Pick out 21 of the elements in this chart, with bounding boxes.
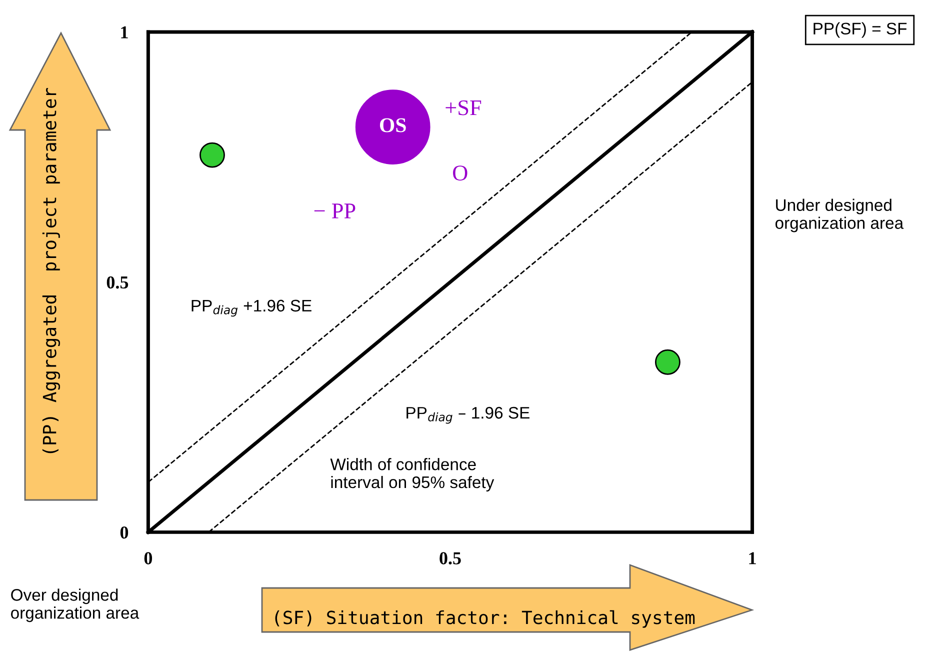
annotation: Width of confidence interval on 95% safety xyxy=(330,458,494,492)
annotation: O xyxy=(453,166,468,181)
series-label: OS xyxy=(380,118,406,132)
y-tick-label: 0 xyxy=(120,526,128,539)
point xyxy=(200,142,225,168)
y-tick-label: 0.5 xyxy=(106,276,128,289)
annotation: PP$_{diag}$ +1.96 SE xyxy=(192,300,312,317)
x-tick-label: 0 xyxy=(144,552,152,564)
x-tick-label: 0.5 xyxy=(440,552,461,564)
y-tick-label: 1 xyxy=(121,26,128,38)
y-axis-title: (PP) Aggregated project parameter xyxy=(42,88,60,454)
x-tick-label: 1 xyxy=(749,552,756,564)
text: Over designed organization area xyxy=(11,588,140,622)
text: PP(SF) = SF xyxy=(814,22,907,38)
annotation: +SF xyxy=(446,100,482,116)
annotation: − PP xyxy=(314,204,356,218)
x-axis-title: (SF) Situation factor: Technical system xyxy=(275,610,695,628)
point xyxy=(654,349,680,375)
point xyxy=(355,90,430,164)
text: Under designed organization area xyxy=(775,198,904,232)
annotation: PP$_{diag}$ – 1.96 SE xyxy=(406,406,530,424)
